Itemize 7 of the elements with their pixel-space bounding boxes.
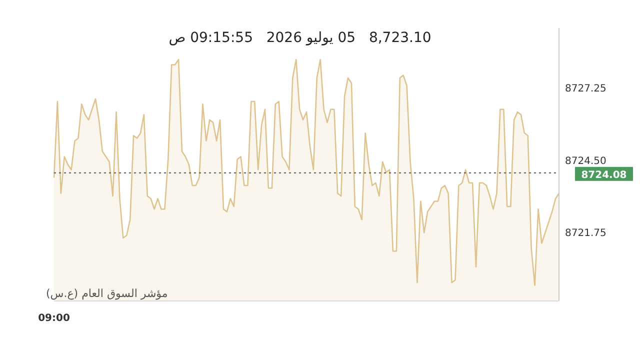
y-tick-label: 8727.25 xyxy=(565,84,606,95)
annotation: مؤشر السوق العام (ع.س) xyxy=(46,287,168,300)
x-tick-label: 09:00 xyxy=(38,313,70,324)
y-tick-label: 8721.75 xyxy=(565,228,606,240)
ref-line-label: 8724.08 xyxy=(581,170,627,181)
y-tick-label: 8724.50 xyxy=(565,156,606,167)
title: 8,723.10 05 يوليو 2026 09:15:55 ص xyxy=(168,30,432,46)
